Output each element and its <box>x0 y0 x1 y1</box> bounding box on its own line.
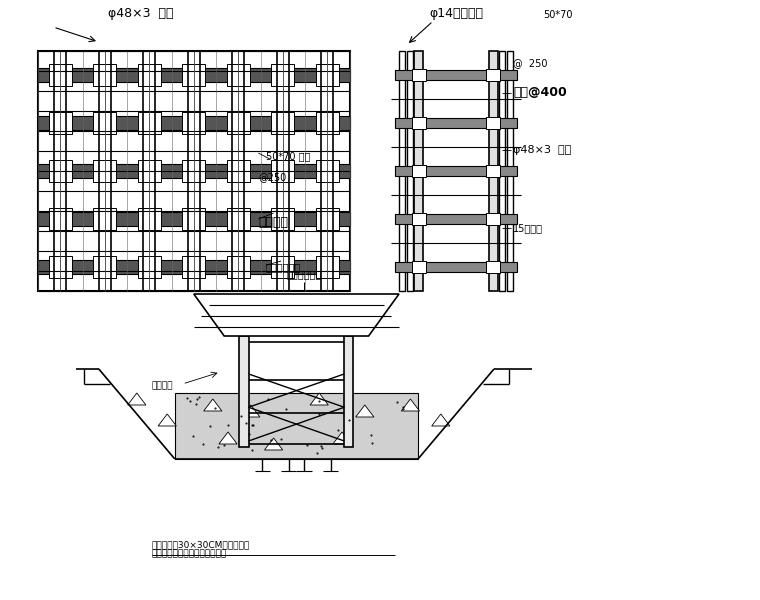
Polygon shape <box>194 294 399 336</box>
Bar <box>486 261 500 273</box>
Text: @  250: @ 250 <box>513 58 547 68</box>
Bar <box>395 118 517 128</box>
Bar <box>316 208 339 230</box>
Bar <box>49 112 71 134</box>
Text: 15厚模板: 15厚模板 <box>513 223 543 233</box>
Text: 钢管@400: 钢管@400 <box>513 86 567 100</box>
Text: φ14止水螺杆: φ14止水螺杆 <box>429 7 483 20</box>
Bar <box>182 112 205 134</box>
Bar <box>395 214 517 224</box>
Bar <box>93 208 116 230</box>
Polygon shape <box>432 414 450 426</box>
Text: @250: @250 <box>258 172 287 182</box>
Bar <box>227 208 250 230</box>
Bar <box>316 64 339 86</box>
Bar <box>412 213 426 225</box>
Text: 土层支位: 土层支位 <box>152 381 173 390</box>
Bar <box>182 64 205 86</box>
Bar <box>271 256 294 278</box>
Bar <box>395 166 517 176</box>
Bar <box>271 64 294 86</box>
Bar <box>93 112 116 134</box>
Bar <box>49 256 71 278</box>
Bar <box>138 208 160 230</box>
Bar <box>38 260 350 274</box>
Bar <box>38 212 350 226</box>
Bar <box>182 256 205 278</box>
Bar <box>93 256 116 278</box>
Bar <box>316 112 339 134</box>
Polygon shape <box>128 393 146 405</box>
Bar <box>93 160 116 182</box>
Bar <box>49 64 71 86</box>
Bar <box>395 262 517 272</box>
Bar <box>271 160 294 182</box>
Polygon shape <box>356 405 374 417</box>
Bar <box>271 112 294 134</box>
Text: φ48×3  钢管: φ48×3 钢管 <box>108 7 173 20</box>
Bar <box>49 208 71 230</box>
Polygon shape <box>242 405 260 417</box>
Bar <box>182 160 205 182</box>
Bar <box>412 261 426 273</box>
Bar <box>227 64 250 86</box>
Bar <box>507 51 513 291</box>
Bar <box>316 256 339 278</box>
Bar <box>138 256 160 278</box>
Bar <box>499 51 505 291</box>
Polygon shape <box>333 432 351 444</box>
Bar <box>138 64 160 86</box>
Bar <box>271 208 294 230</box>
Bar <box>412 117 426 129</box>
Text: φ48×3  钢管: φ48×3 钢管 <box>513 145 572 155</box>
Bar <box>486 117 500 129</box>
Bar <box>49 160 71 182</box>
Polygon shape <box>401 399 420 411</box>
Bar <box>486 213 500 225</box>
Bar <box>395 70 517 80</box>
Text: 在素砼上开30×30CM的透气孔，: 在素砼上开30×30CM的透气孔， <box>152 540 250 549</box>
Bar <box>138 160 160 182</box>
Bar <box>407 51 413 291</box>
Bar <box>182 208 205 230</box>
Polygon shape <box>158 414 176 426</box>
Bar <box>414 51 423 291</box>
Bar <box>412 69 426 81</box>
Polygon shape <box>310 393 328 405</box>
Bar <box>38 68 350 82</box>
Polygon shape <box>219 432 237 444</box>
Bar <box>38 116 350 130</box>
Bar <box>38 51 350 291</box>
Bar <box>486 69 500 81</box>
Bar <box>399 51 405 291</box>
Bar <box>93 64 116 86</box>
Bar <box>38 164 350 178</box>
Bar <box>227 160 250 182</box>
Text: 50*70: 50*70 <box>543 10 573 20</box>
Polygon shape <box>175 393 418 459</box>
Bar <box>316 160 339 182</box>
Text: 50*70 木枋: 50*70 木枋 <box>266 151 310 161</box>
Bar <box>227 112 250 134</box>
Text: 盘扣钢管管柱: 盘扣钢管管柱 <box>287 269 321 279</box>
Polygon shape <box>204 399 222 411</box>
Bar <box>486 165 500 177</box>
Text: 轮扣式脚手架: 轮扣式脚手架 <box>266 262 301 272</box>
Text: 止水钢板: 止水钢板 <box>258 215 288 229</box>
Text: 根据监量情模架模板的大小而定: 根据监量情模架模板的大小而定 <box>152 549 227 558</box>
Bar <box>138 112 160 134</box>
Bar <box>239 336 249 447</box>
Bar <box>412 165 426 177</box>
Bar <box>227 256 250 278</box>
Bar <box>489 51 498 291</box>
Polygon shape <box>264 438 283 450</box>
Bar <box>344 336 353 447</box>
